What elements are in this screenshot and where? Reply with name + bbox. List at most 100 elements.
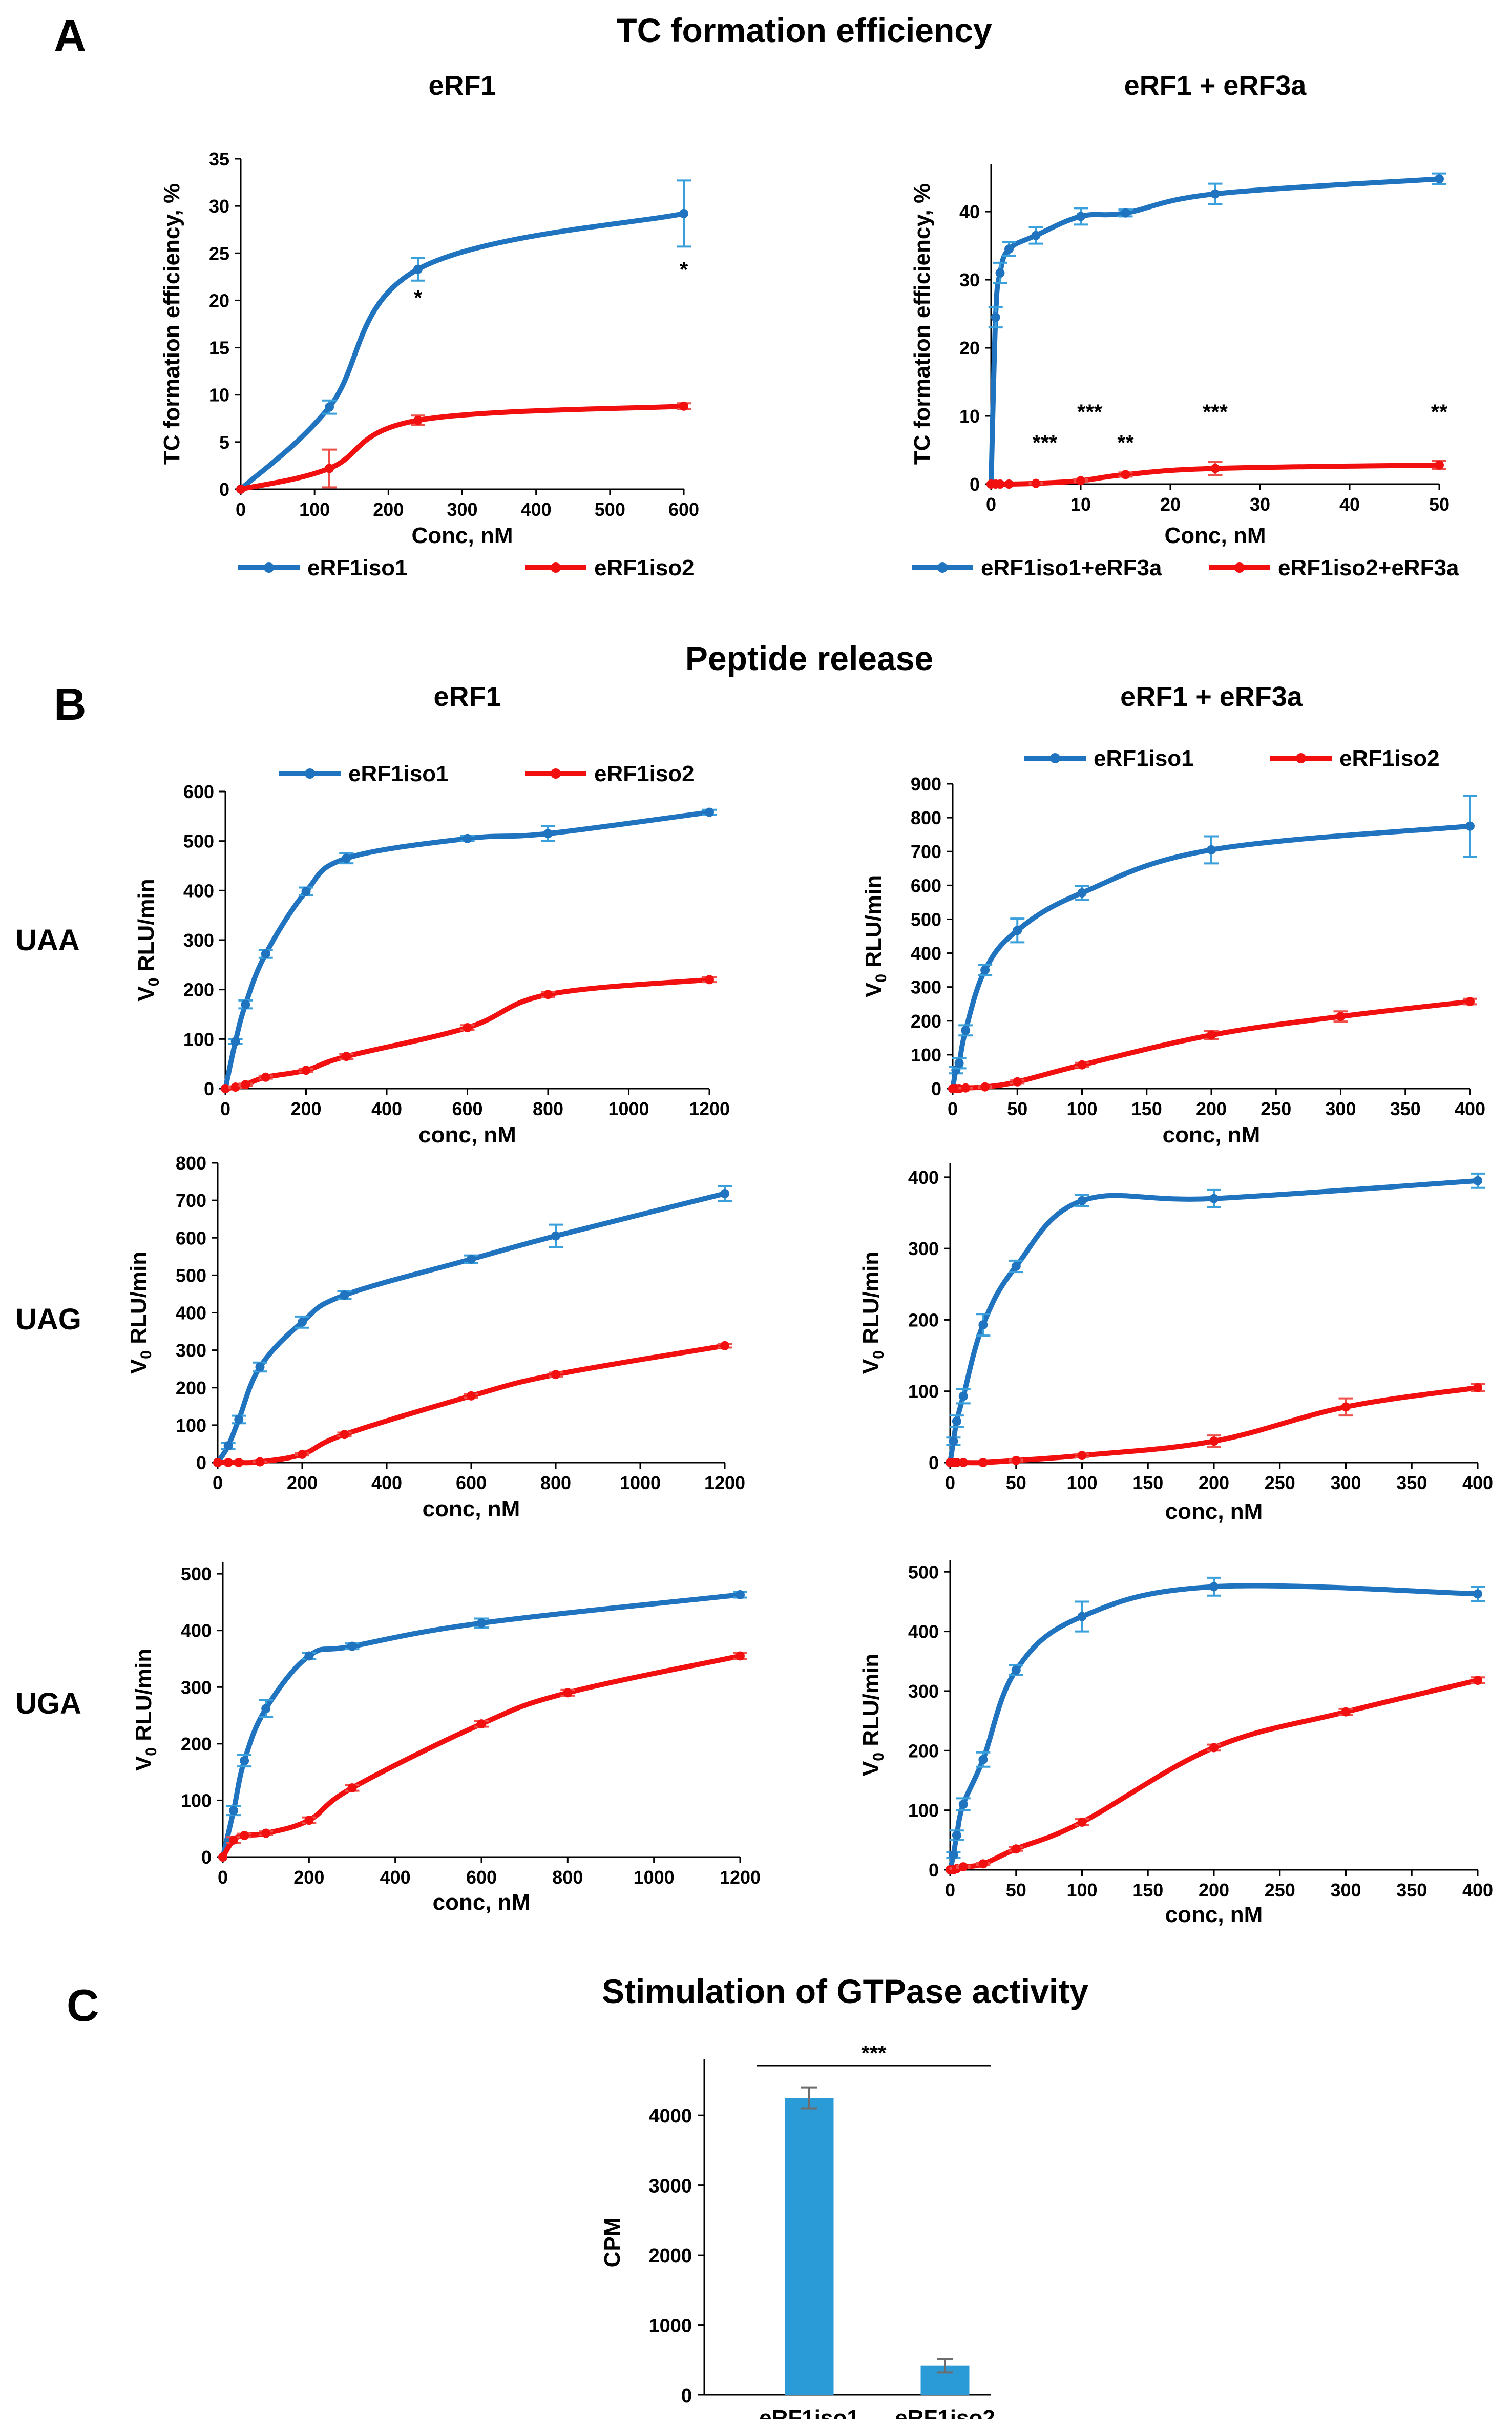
data-point: [952, 1416, 961, 1426]
data-point: [340, 1290, 349, 1300]
data-point: [949, 1850, 958, 1860]
legend-marker: [551, 562, 561, 573]
x-tick-label: 100: [1066, 1098, 1097, 1119]
y-tick-label: 200: [908, 1740, 939, 1761]
y-label-subscript: 0: [145, 978, 162, 987]
x-tick-label: 100: [299, 499, 330, 520]
data-point: [961, 1026, 971, 1035]
x-tick-label: 200: [373, 499, 404, 520]
y-tick-label: 100: [176, 1415, 206, 1436]
y-tick-label: 35: [209, 149, 229, 170]
series-line-eRF1iso1: [215, 1191, 727, 1465]
x-tick-label: 50: [1429, 494, 1450, 515]
y-tick-label: 0: [931, 1078, 941, 1099]
panel-c-letter: C: [67, 1980, 99, 2031]
data-point: [679, 208, 688, 218]
data-point: [1013, 1077, 1022, 1087]
legend-label: eRF1iso2: [1339, 746, 1440, 771]
y-label-part: RLU/min: [858, 1252, 884, 1350]
y-tick-label: 100: [908, 1800, 939, 1821]
y-label-subscript: 0: [873, 974, 890, 983]
data-point: [1121, 208, 1130, 218]
legend-label: eRF1iso2: [594, 555, 695, 580]
x-tick-label: 1200: [720, 1867, 761, 1888]
y-tick-label: 200: [176, 1378, 206, 1399]
data-point: [1435, 174, 1444, 184]
y-label-part: RLU/min: [858, 1654, 884, 1753]
y-tick-label: 500: [908, 1561, 939, 1582]
x-tick-label: 400: [380, 1867, 411, 1888]
y-tick-label: 100: [183, 1029, 214, 1050]
data-point: [1336, 1012, 1346, 1021]
data-point: [1076, 212, 1085, 221]
y-tick-label: 30: [959, 269, 980, 290]
y-tick-label: 0: [970, 474, 980, 495]
data-point: [218, 1852, 227, 1862]
data-point: [236, 485, 245, 494]
y-tick-label: 400: [908, 1621, 939, 1642]
y-tick-label: 10: [209, 385, 229, 406]
series-line-eRF1iso1: [948, 1583, 1480, 1872]
y-tick-label: 700: [176, 1190, 206, 1211]
y-tick-label: 0: [929, 1860, 939, 1881]
panel-a-letter: A: [54, 10, 87, 61]
x-axis-label: conc, nM: [423, 1496, 520, 1521]
y-tick-label: 600: [911, 875, 941, 896]
x-tick-label: 50: [1007, 1098, 1027, 1119]
data-point: [1077, 1612, 1087, 1621]
panel-b-letter: B: [54, 679, 87, 729]
x-tick-label: eRF1iso1: [759, 2406, 859, 2419]
data-point: [1209, 1743, 1219, 1753]
data-point: [255, 1362, 265, 1372]
series-line-eRF1iso1: [238, 211, 686, 492]
data-point: [1435, 460, 1444, 470]
data-point: [1473, 1176, 1482, 1185]
y-axis-label: V0 RLU/min: [126, 1252, 155, 1374]
y-tick-label: 200: [183, 979, 214, 1000]
y-label-part: V: [126, 1359, 151, 1374]
data-point: [720, 1341, 729, 1350]
x-tick-label: 400: [1462, 1880, 1493, 1901]
legend-marker: [551, 768, 561, 779]
x-tick-label: 250: [1261, 1098, 1291, 1119]
series-line-eRF1iso2: [948, 1678, 1480, 1873]
y-tick-label: 300: [176, 1340, 206, 1361]
significance-marker: *: [414, 286, 423, 310]
data-point: [1209, 1582, 1219, 1592]
data-point: [980, 1082, 990, 1092]
y-tick-label: 100: [908, 1381, 939, 1402]
x-tick-label: 150: [1132, 1880, 1163, 1901]
x-tick-label: 1200: [689, 1098, 730, 1119]
x-tick-label: 350: [1396, 1472, 1427, 1493]
x-tick-label: 300: [447, 499, 477, 520]
data-point: [304, 1816, 314, 1825]
data-point: [978, 1458, 988, 1467]
significance-marker: **: [1117, 431, 1134, 455]
data-point: [1077, 1451, 1087, 1461]
series-line-eRF1iso2: [223, 977, 712, 1091]
y-label-part: RLU/min: [131, 1649, 156, 1747]
data-point: [995, 268, 1005, 278]
y-tick-label: 500: [183, 831, 214, 852]
data-point: [241, 999, 250, 1009]
chart-b_uaa_2: eRF1 + eRF3a 0 50 100 150 200 250 300 350 400 0 100…: [861, 681, 1485, 1148]
data-point: [1011, 1665, 1021, 1675]
x-tick-label: 400: [371, 1098, 402, 1119]
chart-b_uga_2: 0 50 100 150 200 250 300 350 400 0 100 200 300 400 500…: [858, 1560, 1493, 1927]
x-tick-label: 1000: [634, 1867, 675, 1888]
data-point: [342, 853, 351, 863]
data-point: [958, 1800, 968, 1809]
y-tick-label: 100: [181, 1790, 212, 1811]
x-tick-label: 200: [293, 1867, 324, 1888]
chart-title: eRF1: [433, 681, 501, 712]
data-point: [229, 1806, 239, 1816]
data-point: [1121, 470, 1130, 479]
y-tick-label: 0: [219, 479, 229, 500]
data-point: [543, 829, 553, 839]
data-point: [1210, 464, 1220, 473]
x-tick-label: 200: [1199, 1880, 1229, 1901]
x-tick-label: 250: [1265, 1880, 1295, 1901]
series-line-eRF1iso1: [220, 1592, 743, 1860]
significance-marker: ***: [1032, 431, 1058, 455]
y-tick-label: 0: [204, 1078, 214, 1099]
